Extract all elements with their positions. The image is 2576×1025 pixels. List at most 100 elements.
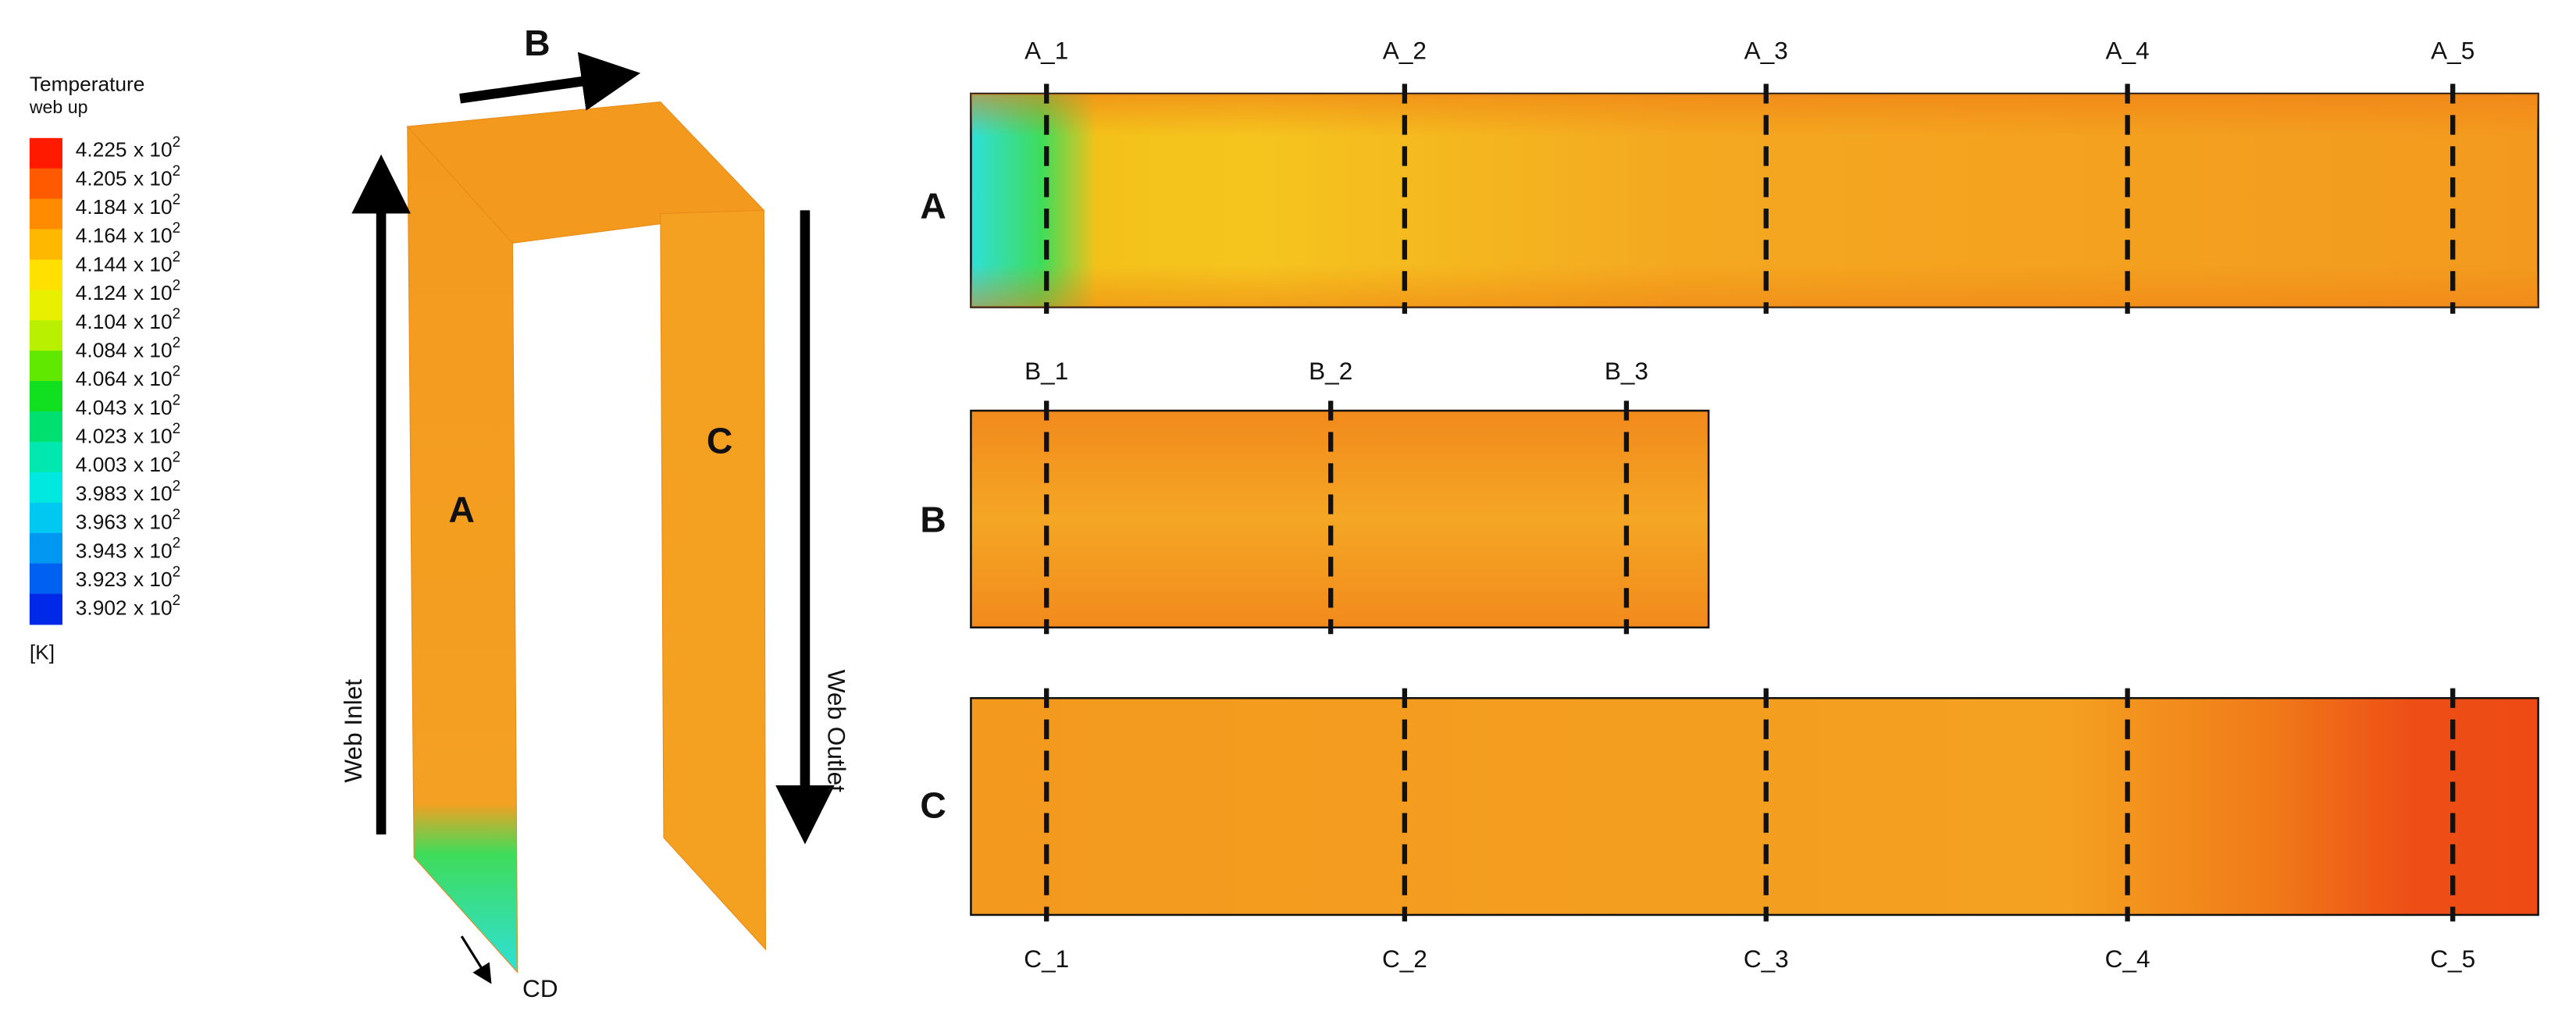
level-value: 4.205 xyxy=(76,166,127,190)
level-exponent: 2 xyxy=(173,593,181,609)
section-label: B_1 xyxy=(1024,357,1068,385)
section-label: A_1 xyxy=(1024,37,1068,65)
section-label: C_4 xyxy=(2105,945,2150,973)
legend-swatch xyxy=(29,563,62,595)
top-arrow xyxy=(459,52,641,111)
level-value: 4.124 xyxy=(76,281,127,304)
level-exponent: 2 xyxy=(173,421,181,437)
level-multiplier: x 10 xyxy=(134,511,173,534)
legend-swatch xyxy=(29,320,62,352)
level-value: 3.963 xyxy=(76,511,127,534)
left-face xyxy=(407,125,518,973)
top-label: B xyxy=(524,23,550,63)
legend-title: Temperature xyxy=(30,72,145,95)
legend-swatch xyxy=(29,472,62,504)
legend-swatch xyxy=(29,502,62,534)
legend-level: 4.064 x 102 xyxy=(76,364,180,390)
legend-swatch xyxy=(29,198,62,230)
level-multiplier: x 10 xyxy=(134,424,173,447)
legend-level: 3.943 x 102 xyxy=(76,536,180,562)
level-exponent: 2 xyxy=(173,220,181,237)
cd-arrow xyxy=(460,935,492,984)
level-exponent: 2 xyxy=(173,564,181,580)
level-value: 3.923 xyxy=(76,568,127,591)
inlet-label: Web Inlet xyxy=(339,679,367,783)
level-multiplier: x 10 xyxy=(134,338,173,361)
legend-swatch xyxy=(29,442,62,473)
section-label: C_5 xyxy=(2430,945,2475,973)
level-value: 4.064 xyxy=(76,367,127,390)
panel-label: B xyxy=(920,499,946,539)
legend-level: 4.084 x 102 xyxy=(76,335,180,361)
level-multiplier: x 10 xyxy=(134,453,173,476)
level-value: 4.164 xyxy=(76,224,127,247)
section-label: A_4 xyxy=(2106,37,2150,65)
legend-swatch xyxy=(29,137,62,169)
level-exponent: 2 xyxy=(173,163,181,180)
outlet-label: Web Outlet xyxy=(822,670,850,792)
left-label: A xyxy=(449,489,475,530)
legend-level: 3.983 x 102 xyxy=(76,478,180,504)
contour-panel xyxy=(970,409,1710,629)
level-value: 4.144 xyxy=(76,252,127,276)
level-value: 3.983 xyxy=(76,482,127,505)
level-exponent: 2 xyxy=(173,335,181,351)
legend-level: 4.144 x 102 xyxy=(76,249,180,276)
legend-level: 4.164 x 102 xyxy=(76,220,180,247)
legend-swatch xyxy=(29,290,62,322)
level-value: 4.023 xyxy=(76,424,127,447)
legend-level: 4.205 x 102 xyxy=(76,163,180,190)
level-value: 4.084 xyxy=(76,338,127,361)
section-label: B_2 xyxy=(1309,357,1352,385)
legend-level: 4.184 x 102 xyxy=(76,191,180,218)
level-multiplier: x 10 xyxy=(134,138,173,162)
legend-level: 4.043 x 102 xyxy=(76,392,180,418)
level-multiplier: x 10 xyxy=(134,539,173,562)
legend-swatch xyxy=(29,168,62,200)
level-exponent: 2 xyxy=(173,278,181,294)
panels: A A_1 A_2 A_3 A_4 A_5 B B_1 B_2 B_3 C C_1 C_2 C_3 C_4 C… xyxy=(920,37,2539,973)
level-multiplier: x 10 xyxy=(134,396,173,419)
legend-level: 4.104 x 102 xyxy=(76,306,180,333)
panel-label: A xyxy=(920,185,946,226)
geometry: B A C Web Inlet Web Outlet CD xyxy=(339,23,851,1002)
level-exponent: 2 xyxy=(173,249,181,265)
level-multiplier: x 10 xyxy=(134,596,173,620)
level-exponent: 2 xyxy=(173,450,181,466)
level-exponent: 2 xyxy=(173,364,181,380)
level-value: 3.902 xyxy=(76,596,127,620)
legend-level: 3.902 x 102 xyxy=(76,593,180,619)
legend-swatch xyxy=(29,351,62,383)
legend-level: 3.963 x 102 xyxy=(76,507,180,533)
level-multiplier: x 10 xyxy=(134,252,173,276)
section-label: A_5 xyxy=(2431,37,2474,65)
right-label: C xyxy=(707,420,732,461)
level-exponent: 2 xyxy=(173,134,181,151)
legend-swatch xyxy=(29,229,62,261)
level-multiplier: x 10 xyxy=(134,482,173,505)
legend-level: 4.003 x 102 xyxy=(76,450,180,476)
level-exponent: 2 xyxy=(173,306,181,322)
legend-level: 4.023 x 102 xyxy=(76,421,180,447)
legend-swatch xyxy=(29,411,62,443)
legend-level: 4.225 x 102 xyxy=(76,134,180,161)
level-exponent: 2 xyxy=(173,536,181,552)
panel-label: C xyxy=(920,785,946,825)
level-multiplier: x 10 xyxy=(134,367,173,390)
section-label: C_1 xyxy=(1024,945,1069,973)
level-multiplier: x 10 xyxy=(134,166,173,190)
right-face xyxy=(660,209,766,951)
level-value: 4.104 xyxy=(76,310,127,333)
contour-shade xyxy=(971,93,2539,308)
section-label: C_2 xyxy=(1382,945,1427,973)
level-value: 4.225 xyxy=(76,138,127,162)
legend-level: 3.923 x 102 xyxy=(76,564,180,590)
legend-swatch xyxy=(29,593,62,625)
level-multiplier: x 10 xyxy=(134,310,173,333)
level-multiplier: x 10 xyxy=(134,195,173,219)
contour-panel xyxy=(970,696,2539,916)
level-value: 4.184 xyxy=(76,195,127,219)
section-label: C_3 xyxy=(1744,945,1789,973)
